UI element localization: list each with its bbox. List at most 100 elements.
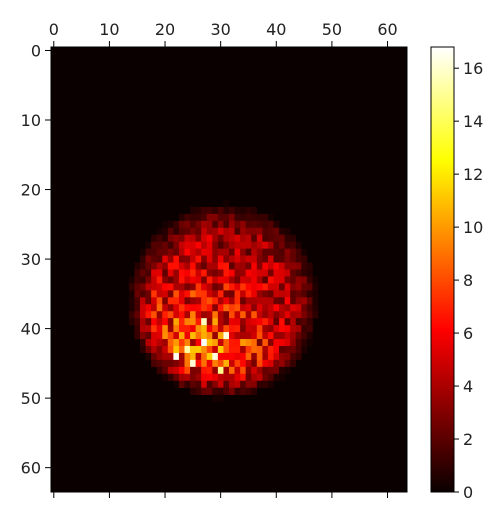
heatmap-cell <box>223 311 230 319</box>
heatmap-cell <box>306 283 313 291</box>
heatmap-cell <box>267 325 274 333</box>
heatmap-cell <box>195 206 202 215</box>
heatmap-cell <box>167 325 174 333</box>
heatmap-cell <box>312 290 319 298</box>
heatmap-cell <box>229 241 235 249</box>
heatmap-cell <box>267 213 274 222</box>
heatmap-cell <box>273 366 280 375</box>
heatmap-cell <box>262 380 269 388</box>
heatmap-cell <box>251 241 258 249</box>
heatmap-cell <box>234 345 241 354</box>
heatmap-cell <box>201 352 208 361</box>
heatmap-cell <box>273 297 280 305</box>
heatmap-cell <box>156 325 163 333</box>
heatmap-cell <box>201 332 208 340</box>
heatmap-cell <box>140 297 146 305</box>
heatmap-cell <box>262 325 269 333</box>
heatmap-cell <box>201 220 208 229</box>
heatmap-cell <box>262 283 269 291</box>
heatmap-cell <box>206 262 213 270</box>
heatmap-cell <box>190 352 196 361</box>
heatmap-cell <box>240 241 246 249</box>
heatmap-cell <box>195 283 202 291</box>
heatmap-cell <box>201 262 208 270</box>
heatmap-cell <box>184 339 191 347</box>
heatmap-cell <box>212 283 219 291</box>
heatmap-cell <box>306 290 313 298</box>
heatmap-cell <box>262 255 269 263</box>
heatmap-cell <box>184 352 191 361</box>
heatmap-cell <box>167 345 174 354</box>
heatmap-cell <box>190 304 196 312</box>
heatmap-cell <box>256 352 263 361</box>
x-tick-label: 10 <box>99 20 119 39</box>
heatmap-cell <box>267 227 274 236</box>
heatmap-cell <box>306 269 313 277</box>
heatmap-cell <box>223 366 230 375</box>
heatmap-cell <box>262 220 269 229</box>
heatmap-cell <box>223 318 230 326</box>
heatmap-cell <box>301 345 308 354</box>
heatmap-cell <box>240 283 246 291</box>
heatmap-cell <box>284 311 291 319</box>
heatmap-cell <box>167 318 174 326</box>
heatmap-cell <box>229 220 235 229</box>
heatmap-cell <box>306 304 313 312</box>
heatmap-cell <box>279 241 285 249</box>
heatmap-cell <box>167 297 174 305</box>
heatmap-cell <box>256 318 263 326</box>
heatmap-cell <box>173 234 180 242</box>
heatmap-cell <box>151 262 157 270</box>
heatmap-cell <box>178 352 185 361</box>
heatmap-cell <box>240 380 246 388</box>
heatmap-cell <box>178 345 185 354</box>
heatmap-cell <box>251 332 258 340</box>
heatmap-cell <box>212 262 219 270</box>
heatmap-cell <box>295 352 302 361</box>
heatmap-cell <box>212 394 219 402</box>
heatmap-cell <box>195 311 202 319</box>
heatmap-cell <box>201 339 208 347</box>
heatmap-cell <box>162 345 169 354</box>
heatmap-cell <box>229 359 235 368</box>
heatmap-cell <box>262 213 269 222</box>
heatmap-cell <box>178 311 185 319</box>
heatmap-cell <box>279 234 285 242</box>
heatmap-cell <box>234 373 241 382</box>
heatmap-cell <box>245 241 252 249</box>
heatmap-cell <box>201 380 208 388</box>
heatmap-cell <box>234 297 241 305</box>
heatmap-cell <box>267 318 274 326</box>
heatmap-cell <box>251 227 258 236</box>
heatmap-cell <box>251 213 258 222</box>
heatmap-cell <box>201 227 208 236</box>
heatmap-cell <box>229 255 235 263</box>
heatmap-cell <box>290 325 297 333</box>
heatmap-cell <box>206 276 213 284</box>
heatmap-cell <box>267 220 274 229</box>
colorbar <box>430 46 455 493</box>
x-tick-label: 40 <box>266 20 286 39</box>
heatmap-cell <box>134 332 141 340</box>
heatmap-cell <box>251 304 258 312</box>
heatmap-cell <box>206 366 213 375</box>
heatmap-cell <box>240 311 246 319</box>
heatmap-cell <box>279 269 285 277</box>
heatmap-cell <box>295 311 302 319</box>
heatmap-cell <box>195 262 202 270</box>
heatmap-cell <box>190 366 196 375</box>
heatmap-cell <box>240 206 246 215</box>
heatmap-cell <box>162 304 169 312</box>
heatmap-cell <box>240 339 246 347</box>
heatmap-cell <box>229 332 235 340</box>
heatmap-cell <box>145 283 152 291</box>
heatmap-cell <box>178 332 185 340</box>
heatmap-cell <box>279 352 285 361</box>
heatmap-cell <box>284 290 291 298</box>
heatmap-cell <box>217 269 224 277</box>
heatmap-cell <box>267 304 274 312</box>
heatmap-cell <box>217 339 224 347</box>
heatmap-cell <box>279 318 285 326</box>
heatmap-cell <box>223 297 230 305</box>
x-tick-label: 60 <box>377 20 397 39</box>
